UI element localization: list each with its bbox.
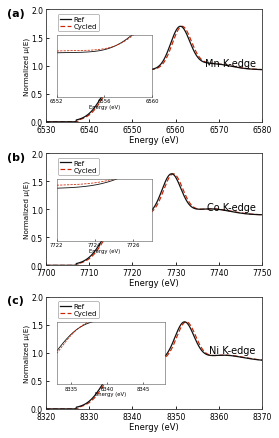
Legend: Ref, Cycled: Ref, Cycled — [58, 15, 99, 32]
Text: (c): (c) — [7, 296, 24, 306]
Text: Mn K-edge: Mn K-edge — [205, 59, 256, 69]
X-axis label: Energy (eV): Energy (eV) — [129, 136, 179, 145]
Text: Co K-edge: Co K-edge — [207, 202, 256, 212]
X-axis label: Energy (eV): Energy (eV) — [129, 279, 179, 288]
Legend: Ref, Cycled: Ref, Cycled — [58, 158, 99, 175]
Y-axis label: Normalized μ(E): Normalized μ(E) — [23, 38, 30, 95]
Y-axis label: Normalized μ(E): Normalized μ(E) — [23, 181, 30, 239]
Text: (b): (b) — [7, 152, 25, 162]
X-axis label: Energy (eV): Energy (eV) — [129, 422, 179, 431]
Text: (a): (a) — [7, 9, 25, 19]
Legend: Ref, Cycled: Ref, Cycled — [58, 301, 99, 318]
Y-axis label: Normalized μ(E): Normalized μ(E) — [23, 324, 30, 382]
Text: Ni K-edge: Ni K-edge — [210, 346, 256, 356]
